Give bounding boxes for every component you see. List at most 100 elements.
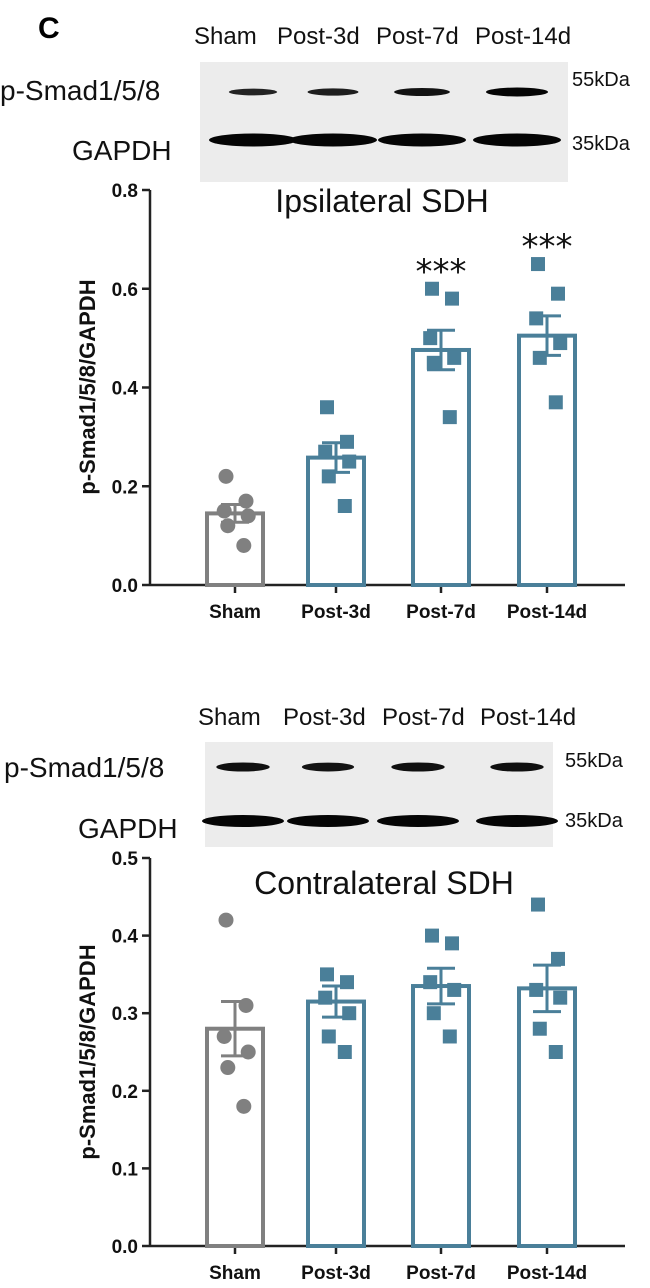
data-point	[425, 928, 439, 943]
kda-marker-55: 55kDa	[572, 69, 631, 91]
significance-marker: ***	[522, 227, 573, 267]
data-point	[553, 990, 568, 1005]
bar	[517, 333, 577, 587]
data-point	[220, 518, 236, 534]
bar	[411, 984, 471, 1248]
data-point	[529, 982, 544, 997]
y-tick-label: 0.2	[112, 477, 138, 498]
x-tick-label: Post-7d	[406, 1263, 476, 1284]
data-point	[532, 350, 547, 365]
blot-band	[307, 88, 359, 96]
x-tick-label: Post-3d	[301, 602, 371, 623]
data-point	[216, 503, 232, 519]
data-point	[551, 286, 565, 301]
data-point	[320, 967, 334, 982]
chart-title: Contralateral SDH	[254, 865, 514, 901]
plot-area: 0.0 0.2 0.4 0.6 0.8 Sham Post-3d Post-7d *** Post…	[112, 181, 625, 623]
blot-bands	[209, 87, 561, 147]
blot-bands	[202, 762, 558, 827]
data-point	[447, 350, 462, 365]
lane-label-sham: Sham	[194, 23, 257, 50]
data-point	[238, 493, 254, 509]
blot-band	[301, 762, 355, 772]
blot-row-label-psmad: p-Smad1/5/8	[0, 75, 160, 106]
data-point	[426, 1006, 441, 1021]
chart-contralateral: Contralateral SDH p-Smad1/5/8/GAPDH 0.0 0…	[75, 849, 625, 1284]
bar	[306, 455, 366, 587]
data-point	[321, 1029, 336, 1044]
lane-label-sham: Sham	[198, 704, 261, 731]
data-point	[318, 990, 333, 1005]
blot-band	[377, 815, 459, 827]
blot-band	[476, 815, 558, 827]
data-point	[337, 1045, 352, 1059]
lane-label-post-3d: Post-3d	[277, 23, 360, 50]
data-point	[423, 331, 438, 346]
y-tick-label: 0.1	[112, 1159, 139, 1180]
x-tick-label: Post-14d	[507, 602, 587, 623]
data-point	[340, 434, 354, 449]
data-point	[447, 982, 462, 997]
data-point	[423, 975, 438, 990]
panel-letter: C	[38, 12, 60, 45]
kda-marker-35: 35kDa	[565, 810, 624, 832]
x-tick-label: Sham	[209, 602, 261, 623]
blot-band	[490, 762, 544, 772]
data-point	[532, 1021, 547, 1036]
blot-membrane	[205, 742, 553, 847]
y-axis-label: p-Smad1/5/8/GAPDH	[75, 944, 100, 1159]
data-point	[342, 1006, 357, 1021]
y-tick-label: 0.5	[112, 849, 139, 870]
data-point	[216, 1028, 232, 1044]
data-point	[218, 468, 234, 484]
data-point	[321, 469, 336, 484]
y-tick-label: 0.3	[112, 1004, 138, 1025]
y-tick-label: 0.0	[112, 1237, 138, 1258]
data-point	[318, 444, 333, 459]
x-tick-label: Post-7d	[406, 602, 476, 623]
kda-marker-55: 55kDa	[565, 750, 624, 772]
blot-band	[202, 815, 284, 827]
lane-label-post-14d: Post-14d	[475, 23, 571, 50]
data-point	[531, 257, 545, 272]
blot-band	[486, 87, 548, 97]
blot-row-label-gapdh: GAPDH	[72, 135, 172, 166]
lane-label-post-7d: Post-7d	[382, 704, 465, 731]
blot-row-label-psmad: p-Smad1/5/8	[4, 752, 164, 783]
blot-band	[289, 133, 377, 147]
data-point	[442, 1029, 457, 1044]
data-point	[551, 951, 565, 966]
data-point	[342, 454, 357, 469]
data-point	[445, 936, 459, 951]
y-tick-label: 0.8	[112, 181, 138, 202]
bar	[411, 347, 471, 587]
x-tick-label: Post-3d	[301, 1263, 371, 1284]
data-point	[218, 912, 234, 928]
data-point	[236, 538, 252, 553]
data-point	[238, 997, 254, 1013]
significance-marker: ***	[416, 252, 467, 292]
data-point	[240, 1044, 256, 1060]
y-tick-label: 0.0	[112, 576, 138, 597]
data-point	[548, 395, 563, 410]
y-tick-label: 0.4	[112, 927, 139, 948]
blot-band	[209, 133, 297, 147]
blot-band	[287, 815, 369, 827]
x-tick-label: Post-14d	[507, 1263, 587, 1284]
blot-band	[378, 133, 466, 147]
y-tick-label: 0.4	[112, 379, 139, 400]
blot-band	[394, 88, 450, 96]
lane-label-post-14d: Post-14d	[480, 704, 576, 731]
blot-ipsilateral: Sham Post-3d Post-7d Post-14d p-Smad1/5/…	[0, 23, 631, 182]
lane-label-post-3d: Post-3d	[283, 704, 366, 731]
data-point	[337, 499, 352, 513]
data-point	[553, 336, 568, 351]
bar	[306, 999, 366, 1248]
bar	[205, 1026, 265, 1248]
chart-ipsilateral: Ipsilateral SDH p-Smad1/5/8/GAPDH 0.0 0.2…	[75, 181, 625, 623]
data-point	[445, 291, 459, 306]
y-tick-label: 0.2	[112, 1082, 138, 1103]
y-tick-label: 0.6	[112, 280, 138, 301]
data-point	[425, 281, 439, 296]
